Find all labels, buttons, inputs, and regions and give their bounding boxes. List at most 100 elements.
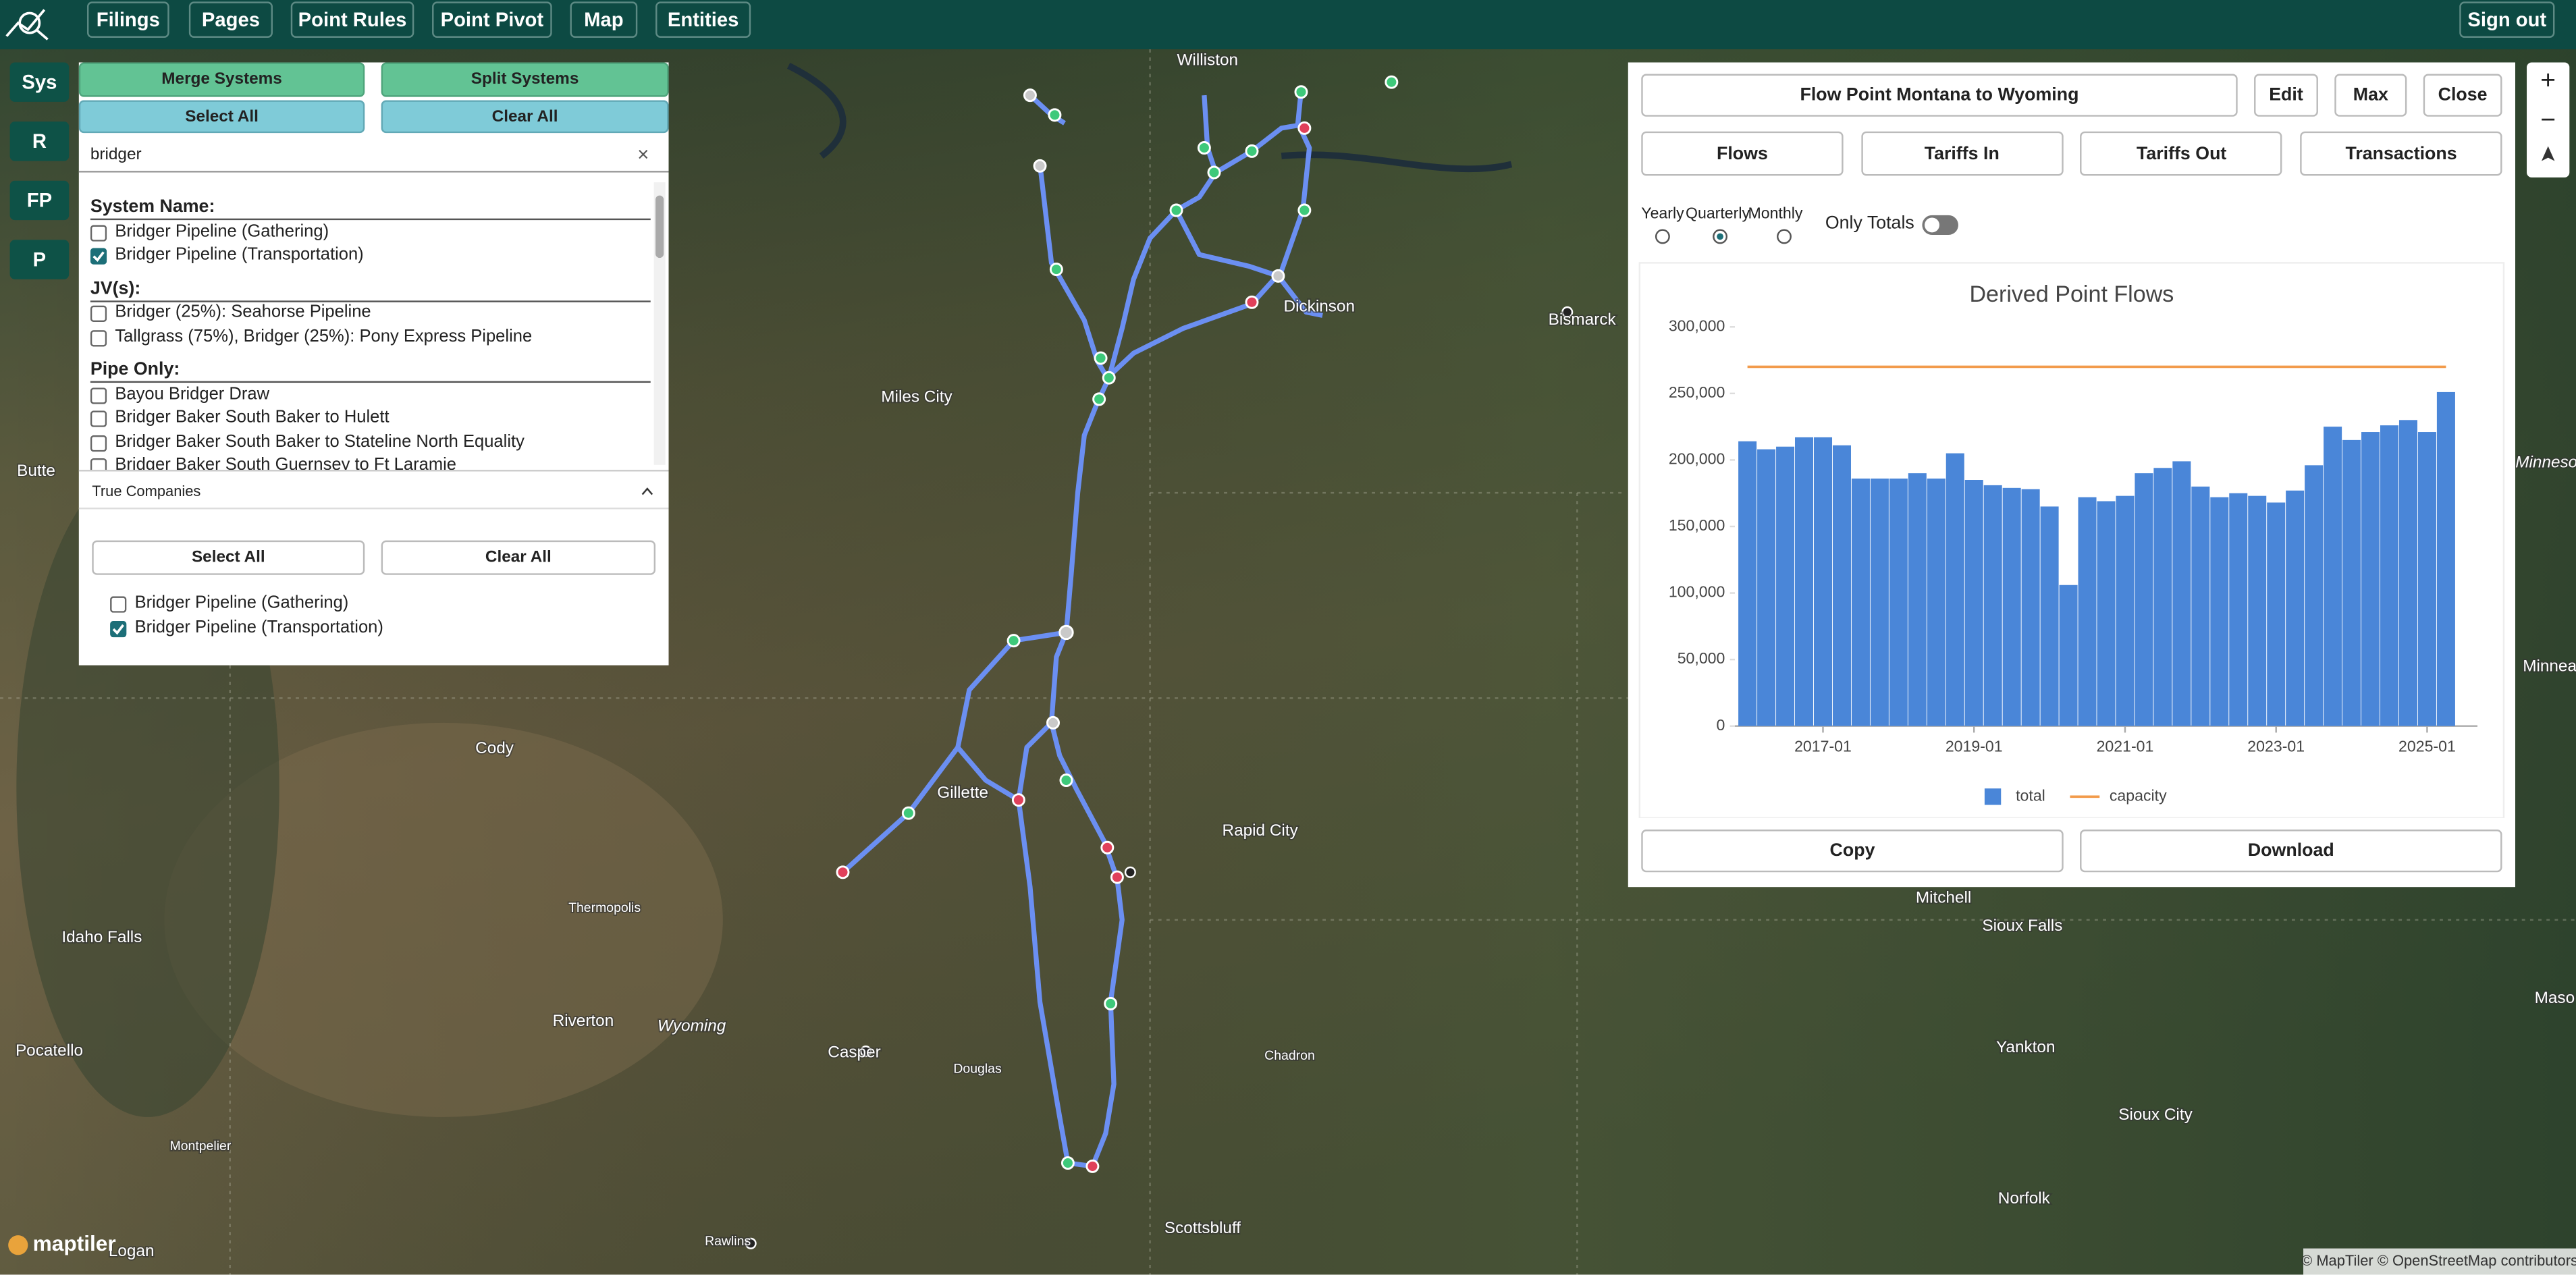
checkmark	[92, 251, 105, 263]
clear-all-button[interactable]: Clear All	[381, 100, 669, 134]
tc-select-all[interactable]: Select All	[92, 540, 365, 575]
radio[interactable]	[1776, 228, 1792, 244]
nav-button[interactable]: Entities	[655, 1, 751, 38]
zoom-button[interactable]: −	[2540, 107, 2556, 135]
map-label: Pocatello	[16, 1041, 83, 1060]
nav-button[interactable]: Point Rules	[290, 1, 414, 38]
company-item: Bridger Pipeline (Transportation)	[134, 616, 383, 637]
map-label: Mitchell	[1916, 889, 1971, 907]
toggle[interactable]	[1921, 213, 1960, 236]
bar	[2135, 473, 2153, 726]
checkbox[interactable]	[90, 248, 107, 265]
group-heading: Pipe Only:	[90, 359, 180, 380]
map-label: Gillette	[937, 784, 988, 802]
y-tick-label: 200,000	[1669, 450, 1725, 468]
group-rule	[90, 300, 651, 302]
download-button[interactable]: Download	[2080, 830, 2502, 873]
search-box[interactable]: bridger ×	[78, 138, 669, 173]
compass-button[interactable]	[2527, 141, 2569, 178]
checkbox[interactable]	[90, 224, 107, 241]
group-rule	[90, 218, 651, 221]
side-button[interactable]: P	[9, 240, 70, 279]
chart-frame	[1638, 262, 2505, 818]
bar	[2153, 468, 2172, 726]
y-tick-label: 0	[1717, 716, 1725, 734]
bar	[1983, 485, 2002, 726]
checkbox[interactable]	[90, 387, 107, 404]
bar	[2078, 497, 2097, 726]
checkbox-box	[90, 387, 107, 404]
tab-button[interactable]: Tariffs In	[1860, 131, 2063, 176]
tab-button[interactable]: Transactions	[2300, 131, 2502, 176]
map-label: Rapid City	[1223, 821, 1299, 840]
checkbox-box	[110, 620, 127, 637]
copy-button[interactable]: Copy	[1641, 830, 2064, 873]
system-item: Bridger Pipeline (Gathering)	[115, 221, 329, 241]
checkbox[interactable]	[110, 596, 127, 613]
checkbox[interactable]	[110, 620, 127, 637]
period-label: Yearly	[1641, 205, 1684, 223]
map-label: Logan	[109, 1242, 155, 1260]
side-button[interactable]: R	[9, 121, 70, 161]
system-item: Bridger Baker South Baker to Hulett	[115, 407, 390, 427]
top-nav	[0, 0, 2576, 50]
map-label: Douglas	[953, 1061, 1002, 1076]
nav-button[interactable]: Map	[570, 1, 638, 38]
split-button[interactable]: Split Systems	[381, 62, 669, 97]
chevron	[641, 487, 653, 495]
clear-search[interactable]: ×	[637, 142, 649, 166]
systems-panel: Merge Systems Split Systems Select All Clea…	[78, 62, 669, 666]
true-companies-header[interactable]: True Companies	[78, 474, 669, 510]
map-logo-group: maptiler	[8, 1231, 116, 1255]
side-button[interactable]: Sys	[9, 62, 70, 102]
y-tick-label: 250,000	[1669, 383, 1725, 401]
checkbox[interactable]	[90, 410, 107, 427]
side-button[interactable]: FP	[9, 180, 70, 221]
nav-button[interactable]: Filings	[86, 1, 169, 38]
zoom-button[interactable]: +	[2540, 67, 2556, 96]
checkbox[interactable]	[90, 434, 107, 452]
system-item: Bridger Baker South Baker to Stateline N…	[115, 431, 525, 452]
x-tick-label: 2019-01	[1946, 737, 2003, 755]
max-button[interactable]: Max	[2334, 74, 2407, 117]
sign-out-button[interactable]: Sign out	[2459, 1, 2555, 38]
logo[interactable]	[3, 3, 53, 43]
nav-button[interactable]: Point Pivot	[432, 1, 552, 38]
bar	[2097, 501, 2116, 726]
map-label: Scottsbluff	[1164, 1219, 1241, 1237]
period-label: Quarterly	[1685, 205, 1750, 223]
map-label: Cody	[475, 739, 514, 757]
toggle-knob	[1925, 217, 1939, 233]
edit-button[interactable]: Edit	[2254, 74, 2318, 117]
tab-button[interactable]: Flows	[1641, 131, 1844, 176]
company-item: Bridger Pipeline (Gathering)	[134, 593, 349, 613]
bar	[1832, 445, 1851, 726]
bar	[2361, 432, 2380, 726]
bar	[2248, 495, 2267, 726]
y-tick-label: 100,000	[1669, 583, 1725, 601]
checkbox[interactable]	[90, 458, 107, 471]
checkbox[interactable]	[90, 329, 107, 346]
radio[interactable]	[1655, 228, 1671, 244]
nav-button[interactable]: Pages	[188, 1, 273, 38]
bar	[2342, 439, 2361, 726]
select-all-button[interactable]: Select All	[78, 100, 365, 134]
checkbox[interactable]	[90, 305, 107, 323]
bar	[2267, 502, 2286, 726]
merge-button[interactable]: Merge Systems	[78, 62, 365, 97]
close-button[interactable]: Close	[2423, 74, 2502, 117]
tab-button[interactable]: Tariffs Out	[2081, 131, 2283, 176]
map-label: Wyoming	[658, 1016, 726, 1035]
checkbox-box	[90, 329, 107, 346]
system-item: Bridger Baker South Guernsey to Ft Laram…	[115, 455, 456, 472]
tc-clear-all[interactable]: Clear All	[381, 540, 656, 575]
x-tick-label: 2017-01	[1794, 737, 1852, 755]
radio[interactable]	[1712, 228, 1728, 244]
checkbox-box	[90, 458, 107, 470]
bar	[2398, 420, 2417, 726]
chart: Derived Point Flows 0 50,000 100,000 150,000…	[1638, 262, 2505, 818]
bar	[1776, 446, 1795, 726]
scrollbar-thumb[interactable]	[655, 195, 664, 259]
bar	[1908, 473, 1927, 726]
